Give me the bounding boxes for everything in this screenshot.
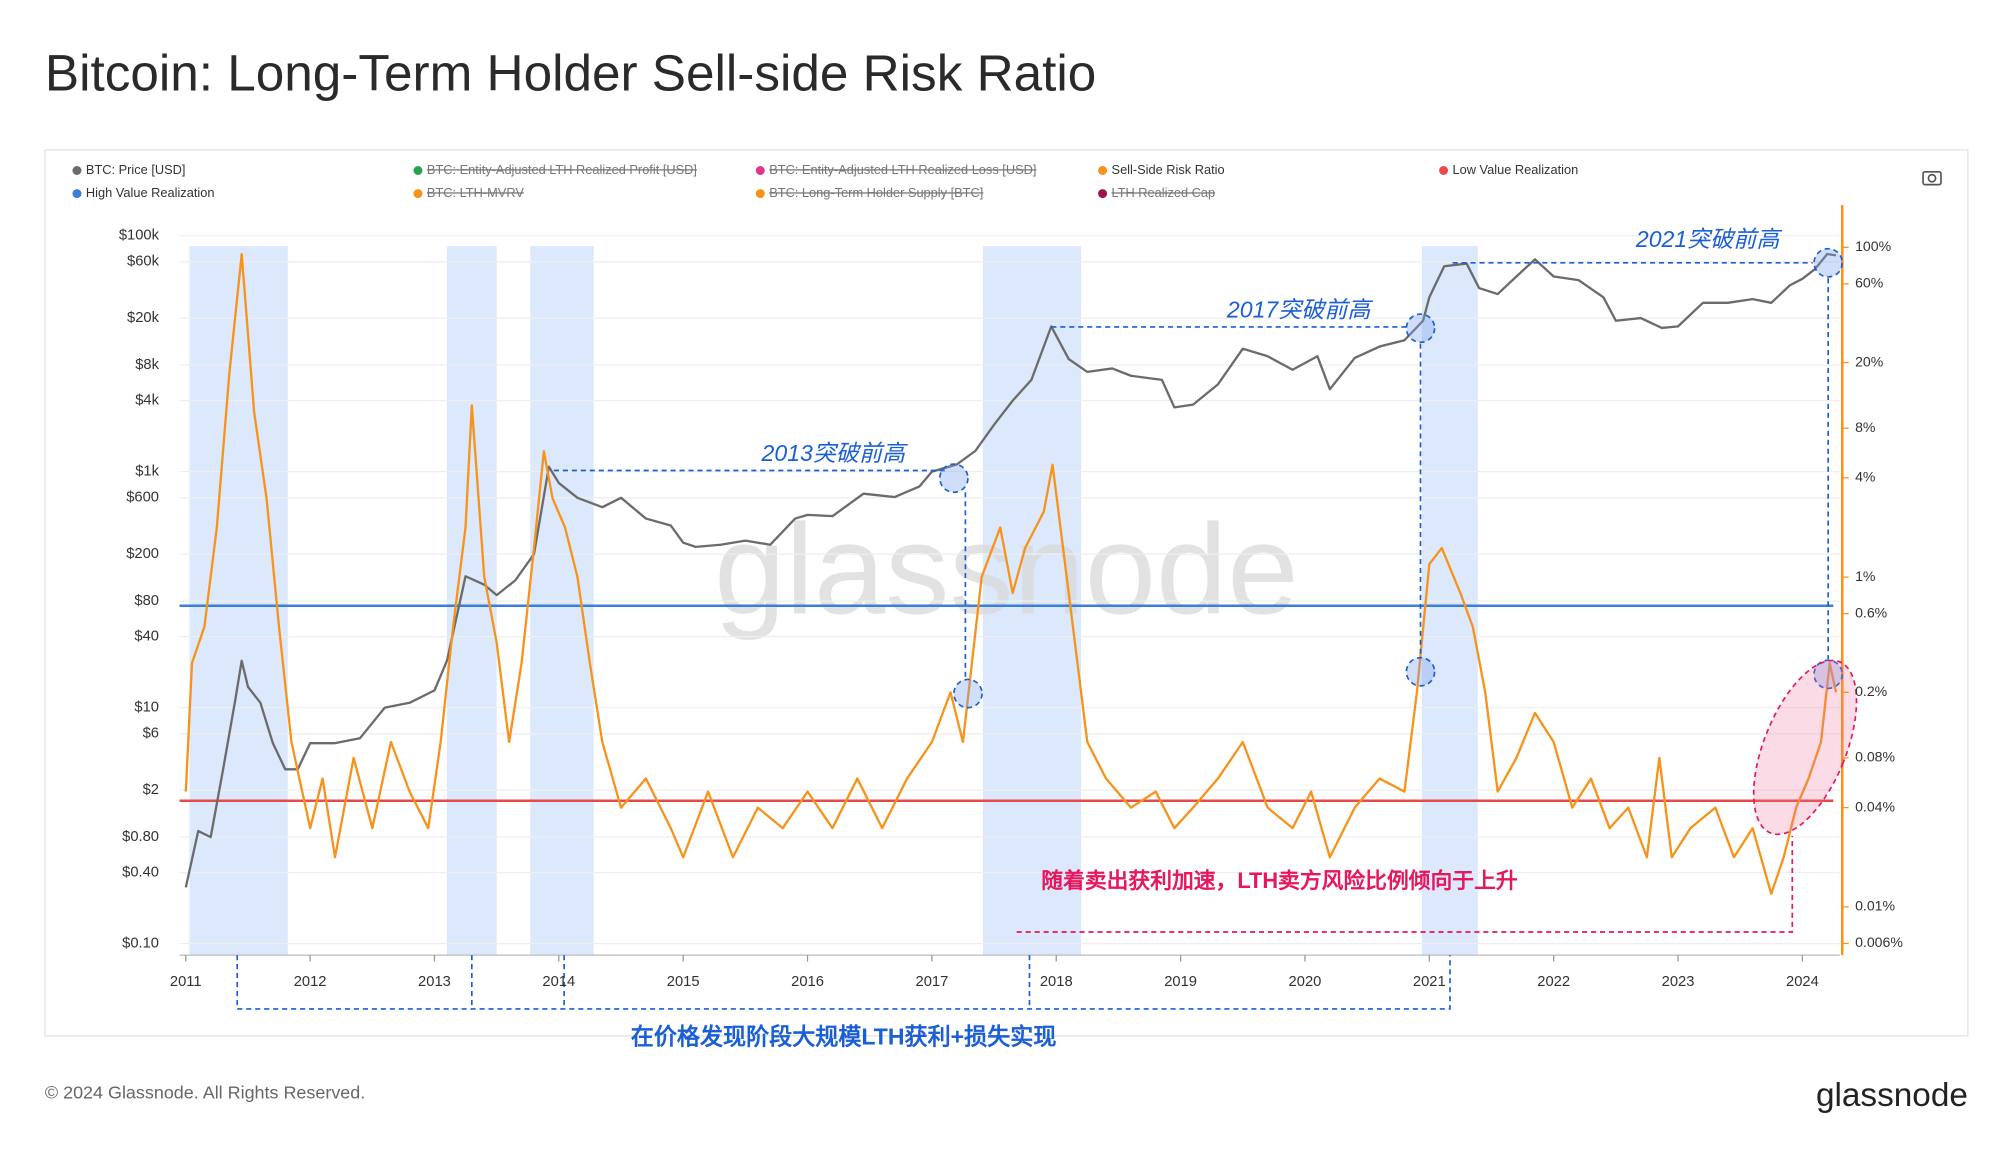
y-tick-label: $80 <box>134 593 159 609</box>
x-tick-label: 2014 <box>542 974 575 990</box>
circle <box>1813 247 1844 278</box>
circle <box>1405 656 1436 687</box>
y2-tick-label: 0.08% <box>1855 749 1895 765</box>
y-tick-label: $4k <box>135 392 159 408</box>
x-tick-label: 2012 <box>294 974 327 990</box>
y2-tick-label: 0.2% <box>1855 683 1888 699</box>
annotation: 2021突破前高 <box>1635 226 1782 252</box>
bracket <box>236 955 1451 1010</box>
lines <box>179 252 1838 895</box>
chart-frame <box>44 149 1969 1037</box>
camera-lens[interactable] <box>1927 173 1937 183</box>
circle <box>938 463 969 494</box>
y2-tick-label: 1% <box>1855 568 1876 584</box>
camera-icon[interactable] <box>1922 170 1942 186</box>
legend-entry[interactable]: Low Value Realization <box>1453 162 1579 177</box>
circle <box>1405 313 1436 344</box>
y-tick-label: $0.10 <box>122 936 159 952</box>
annotation: 2013突破前高 <box>761 440 908 466</box>
y-tick-label: $1k <box>135 464 159 480</box>
y-tick-label: $600 <box>126 490 159 506</box>
series-line <box>184 252 1837 888</box>
x-tick-label: 2015 <box>667 974 700 990</box>
y-tick-label: $0.40 <box>122 864 159 880</box>
y-tick-label: $8k <box>135 357 159 373</box>
y2-tick-label: 4% <box>1855 469 1876 485</box>
legend-entry[interactable]: BTC: LTH-MVRV <box>427 185 524 200</box>
y-tick-label: $10 <box>134 700 159 716</box>
x-tick-label: 2020 <box>1289 974 1322 990</box>
y-tick-label: $20k <box>127 310 160 326</box>
legend-marker[interactable] <box>1439 166 1449 175</box>
legend-marker[interactable] <box>755 189 765 199</box>
legend-entry[interactable]: BTC: Long-Term Holder Supply [BTC] <box>769 185 983 200</box>
ticks: $0.10 $0.40 $0.80 $2 $6 $10 $40 $80 $200 $600 $1k $… <box>119 228 1904 990</box>
legend-marker[interactable] <box>1098 166 1108 175</box>
pink-guides <box>1016 659 1858 933</box>
annotation: 在价格发现阶段大规模LTH获利+损失实现 <box>631 1024 1057 1050</box>
grid <box>179 235 1840 945</box>
legend-entry[interactable]: BTC: Price [USD] <box>86 162 186 177</box>
x-tick-label: 2018 <box>1040 974 1073 990</box>
footer: © 2024 Glassnode. All Rights Reserved. <box>45 1082 365 1102</box>
y-tick-label: $200 <box>126 546 159 562</box>
y2-tick-label: 0.6% <box>1855 604 1888 620</box>
chart-title: Bitcoin: Long-Term Holder Sell-side Risk… <box>45 44 1096 101</box>
circle <box>953 678 983 709</box>
x-tick-label: 2021 <box>1413 974 1446 990</box>
y-tick-label: $2 <box>143 782 159 798</box>
legend-entry[interactable]: LTH Realized Cap <box>1112 185 1216 200</box>
x-tick-label: 2023 <box>1662 974 1695 990</box>
watermark: glassnode <box>714 498 1298 641</box>
legend-marker[interactable] <box>413 166 423 175</box>
legend: BTC: Price [USD] BTC: Entity-Adjusted LTH… <box>72 162 1578 200</box>
legend-marker[interactable] <box>413 189 423 199</box>
circle <box>1813 659 1844 690</box>
y-tick-label: $0.80 <box>122 829 159 845</box>
y-tick-label: $40 <box>134 628 159 644</box>
y-tick-label: $6 <box>143 726 159 742</box>
x-tick-label: 2024 <box>1786 974 1819 990</box>
legend-entry[interactable]: BTC: Entity-Adjusted LTH Realized Profit… <box>427 162 697 177</box>
y2-tick-label: 8% <box>1855 419 1876 435</box>
legend-marker[interactable] <box>1098 189 1108 199</box>
y2-tick-label: 0.01% <box>1855 898 1895 914</box>
y2-tick-label: 60% <box>1855 275 1884 291</box>
legend-entry[interactable]: BTC: Entity-Adjusted LTH Realized Loss [… <box>769 162 1036 177</box>
y-tick-label: $60k <box>127 254 160 270</box>
x-tick-label: 2017 <box>916 974 949 990</box>
x-tick-label: 2016 <box>791 974 824 990</box>
annotation: 随着卖出获利加速，LTH卖方风险比例倾向于上升 <box>1041 868 1518 893</box>
y2-tick-label: 100% <box>1855 238 1892 254</box>
y2-tick-label: 0.006% <box>1855 934 1903 950</box>
legend-entry[interactable]: High Value Realization <box>86 185 215 200</box>
y2-tick-label: 0.04% <box>1855 798 1895 814</box>
annotation: 2017突破前高 <box>1226 297 1373 323</box>
highlight-ellipse <box>1752 659 1858 836</box>
x-tick-label: 2013 <box>418 974 451 990</box>
pink-line <box>1016 835 1794 933</box>
y-tick-label: $100k <box>119 228 160 244</box>
x-tick-label: 2022 <box>1537 974 1570 990</box>
brand-logo: glassnode <box>1816 1077 1968 1114</box>
x-tick-label: 2011 <box>170 974 202 990</box>
legend-marker[interactable] <box>72 189 82 199</box>
y2-tick-label: 20% <box>1855 353 1884 369</box>
x-tick-label: 2019 <box>1164 974 1197 990</box>
legend-marker[interactable] <box>755 166 765 175</box>
legend-marker[interactable] <box>72 166 82 175</box>
series-line <box>184 252 1838 895</box>
camera-body[interactable] <box>1922 170 1942 186</box>
legend-entry[interactable]: Sell-Side Risk Ratio <box>1112 162 1225 177</box>
